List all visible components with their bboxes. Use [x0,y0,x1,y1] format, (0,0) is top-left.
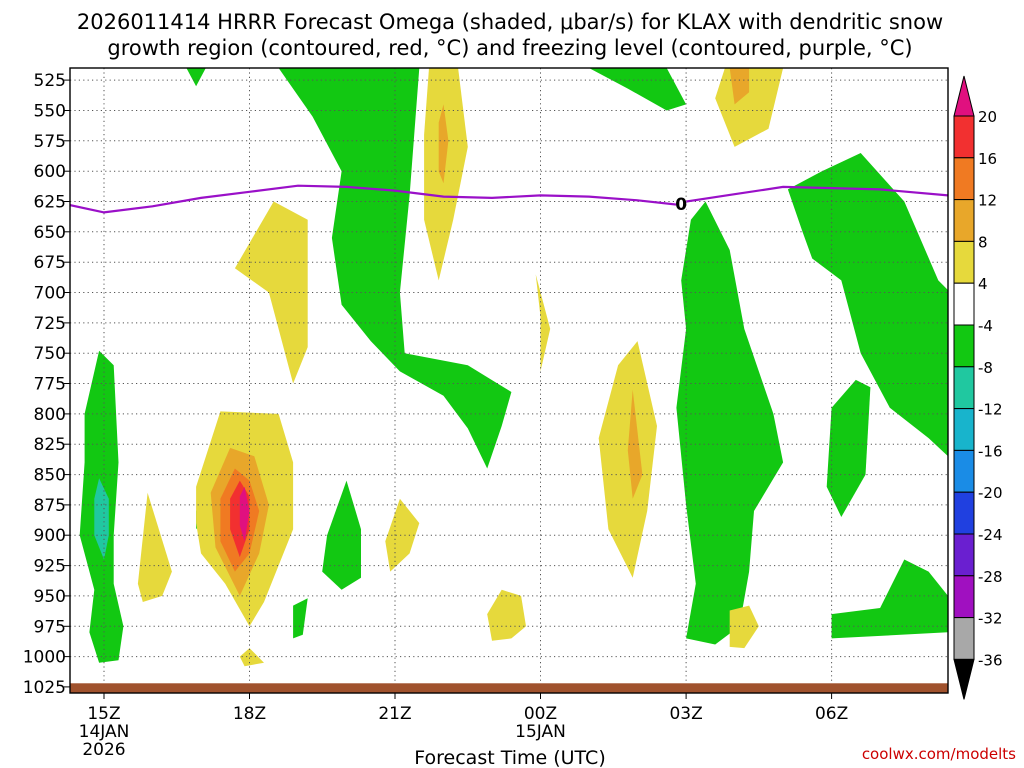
freezing-level-label: 0 [675,195,687,215]
omega-region-24 [385,498,420,572]
y-tick-label-750: 750 [34,344,66,364]
y-tick-label-800: 800 [34,405,66,425]
x-axis-title: Forecast Time (UTC) [414,747,605,768]
y-tick-label-550: 550 [34,102,66,122]
omega-region-10 [831,559,948,639]
y-tick-label-600: 600 [34,162,66,182]
y-tick-label-850: 850 [34,466,66,486]
omega-region-22 [239,486,250,542]
source-credit: coolwx.com/modelts [862,745,1016,763]
y-tick-label-1025: 1025 [23,678,66,698]
x-tick-label-21Z: 21Z [378,704,411,724]
freezing-level-label-background [676,197,687,212]
omega-region-15 [234,201,308,384]
colorbar-swatch-2 [953,157,975,201]
omega-region-26 [535,274,551,372]
colorbar-swatch-10 [953,491,975,535]
colorbar-swatch-3 [953,199,975,242]
colorbar-label-3: 8 [978,233,988,251]
omega-region-12 [186,68,206,87]
chart-title-line-2: growth region (contoured, red, °C) and f… [107,36,912,60]
colorbar-swatch-4 [953,240,975,284]
y-tick-label-625: 625 [34,193,66,213]
x-tick-label-15Z: 15Z [87,704,120,724]
chart-title-line-1: 2026011414 HRRR Forecast Omega (shaded, … [77,10,943,34]
y-tick-label-725: 725 [34,314,66,334]
colorbar-label-10: -24 [978,526,1003,544]
y-tick-label-650: 650 [34,223,66,243]
omega-region-4 [676,201,784,645]
x-tick-label-18Z: 18Z [233,704,266,724]
omega-region-17 [729,68,750,105]
freezing-level-contour [70,184,948,214]
y-tick-label-950: 950 [34,587,66,607]
colorbar-swatch-5 [953,282,975,326]
colorbar-swatch-9 [953,449,975,493]
colorbar-swatch-8 [953,408,975,451]
x-tick-label-03Z: 03Z [669,704,702,724]
x-tick-date: 15JAN [515,722,566,742]
colorbar-swatch-7 [953,366,975,410]
omega-region-23 [137,492,172,602]
colorbar: 20 16 12 8 4 -4 -8 -12 -16 -20 -24 -28 -32 -36 [953,75,1003,700]
colorbar-label-4: 4 [978,275,988,293]
y-tick-label-775: 775 [34,375,66,395]
colorbar-swatch-11 [953,533,975,577]
omega-region-9 [826,379,871,517]
y-tick-label-525: 525 [34,71,66,91]
colorbar-top-arrow [953,75,975,117]
colorbar-bottom-arrow [953,658,975,700]
omega-region-7 [322,480,361,590]
y-tick-label-675: 675 [34,253,66,273]
colorbar-label-1: 16 [978,150,997,168]
omega-region-25 [487,589,526,641]
colorbar-label-7: -12 [978,401,1003,419]
omega-region-2 [589,68,687,111]
omega-region-1 [278,68,512,469]
y-axis-pressure: 525 550 575 600 625 650 675 700 725 750 775 800 825 8… [23,71,70,698]
omega-shading [79,68,948,667]
colorbar-swatch-13 [953,617,975,660]
y-tick-label-925: 925 [34,557,66,577]
x-tick-year: 2026 [82,740,125,760]
colorbar-label-0: 20 [978,108,997,126]
x-tick-label-06Z: 06Z [815,704,848,724]
omega-region-3 [787,153,948,457]
y-tick-label-875: 875 [34,496,66,516]
omega-region-29 [729,605,759,649]
omega-region-14 [438,104,449,184]
colorbar-label-11: -28 [978,568,1003,586]
x-tick-label-00Z: 00Z [524,704,557,724]
x-tick-date: 14JAN [79,722,130,742]
gridlines [70,68,948,693]
y-tick-label-900: 900 [34,526,66,546]
colorbar-label-8: -16 [978,442,1003,460]
omega-region-8 [293,598,308,639]
colorbar-swatch-12 [953,575,975,619]
omega-region-13 [424,68,468,281]
y-tick-label-575: 575 [34,132,66,152]
colorbar-label-5: -4 [978,317,993,335]
colorbar-label-13: -36 [978,651,1003,669]
colorbar-label-9: -20 [978,484,1003,502]
omega-region-16 [715,68,784,147]
omega-region-30 [239,648,264,667]
y-tick-label-1000: 1000 [23,648,66,668]
y-tick-label-700: 700 [34,284,66,304]
omega-region-28 [627,389,643,499]
ground-strip [70,683,948,693]
omega-region-27 [598,341,657,578]
colorbar-swatch-1 [953,115,975,159]
y-tick-label-825: 825 [34,435,66,455]
colorbar-label-6: -8 [978,359,993,377]
omega-region-6 [94,478,109,560]
colorbar-swatch-6 [953,324,975,368]
y-tick-label-975: 975 [34,617,66,637]
colorbar-label-2: 12 [978,192,997,210]
plot-frame [69,67,949,694]
colorbar-label-12: -32 [978,610,1003,628]
